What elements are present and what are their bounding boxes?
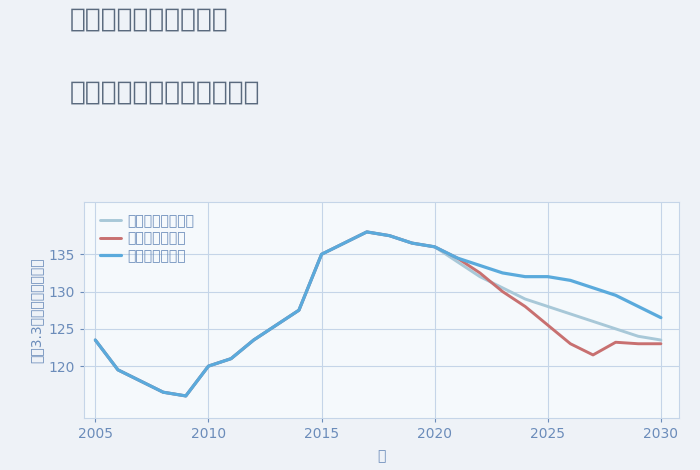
グッドシナリオ xyxy=(363,229,371,235)
バッドシナリオ xyxy=(498,289,507,294)
X-axis label: 年: 年 xyxy=(377,450,386,464)
グッドシナリオ xyxy=(227,356,235,361)
バッドシナリオ xyxy=(453,255,461,261)
グッドシナリオ xyxy=(91,337,99,343)
Line: ノーマルシナリオ: ノーマルシナリオ xyxy=(95,232,661,396)
グッドシナリオ xyxy=(408,240,416,246)
グッドシナリオ xyxy=(430,244,439,250)
バッドシナリオ xyxy=(295,307,303,313)
Y-axis label: 坪（3.3㎡）単価（万円）: 坪（3.3㎡）単価（万円） xyxy=(29,258,43,363)
ノーマルシナリオ xyxy=(430,244,439,250)
バッドシナリオ xyxy=(385,233,393,238)
バッドシナリオ xyxy=(521,304,529,309)
バッドシナリオ xyxy=(249,337,258,343)
ノーマルシナリオ xyxy=(91,337,99,343)
グッドシナリオ xyxy=(589,285,597,290)
グッドシナリオ xyxy=(385,233,393,238)
ノーマルシナリオ xyxy=(295,307,303,313)
グッドシナリオ xyxy=(453,255,461,261)
ノーマルシナリオ xyxy=(363,229,371,235)
ノーマルシナリオ xyxy=(317,251,326,257)
ノーマルシナリオ xyxy=(634,334,643,339)
バッドシナリオ xyxy=(272,322,281,328)
バッドシナリオ xyxy=(113,367,122,373)
ノーマルシナリオ xyxy=(181,393,190,399)
ノーマルシナリオ xyxy=(498,285,507,290)
グッドシナリオ xyxy=(612,292,620,298)
ノーマルシナリオ xyxy=(159,389,167,395)
バッドシナリオ xyxy=(634,341,643,346)
ノーマルシナリオ xyxy=(521,296,529,302)
グッドシナリオ xyxy=(521,274,529,280)
グッドシナリオ xyxy=(340,240,349,246)
グッドシナリオ xyxy=(566,278,575,283)
ノーマルシナリオ xyxy=(340,240,349,246)
ノーマルシナリオ xyxy=(612,326,620,332)
グッドシナリオ xyxy=(113,367,122,373)
Text: 中古マンションの価格推移: 中古マンションの価格推移 xyxy=(70,80,260,106)
グッドシナリオ xyxy=(295,307,303,313)
グッドシナリオ xyxy=(249,337,258,343)
ノーマルシナリオ xyxy=(204,363,213,369)
ノーマルシナリオ xyxy=(227,356,235,361)
バッドシナリオ xyxy=(204,363,213,369)
ノーマルシナリオ xyxy=(113,367,122,373)
バッドシナリオ xyxy=(227,356,235,361)
バッドシナリオ xyxy=(91,337,99,343)
バッドシナリオ xyxy=(657,341,665,346)
グッドシナリオ xyxy=(498,270,507,276)
バッドシナリオ xyxy=(544,322,552,328)
グッドシナリオ xyxy=(159,389,167,395)
ノーマルシナリオ xyxy=(408,240,416,246)
ノーマルシナリオ xyxy=(249,337,258,343)
ノーマルシナリオ xyxy=(453,259,461,265)
Text: 兵庫県西宮市里中町の: 兵庫県西宮市里中町の xyxy=(70,7,229,33)
バッドシナリオ xyxy=(612,339,620,345)
バッドシナリオ xyxy=(408,240,416,246)
ノーマルシナリオ xyxy=(272,322,281,328)
バッドシナリオ xyxy=(317,251,326,257)
バッドシナリオ xyxy=(430,244,439,250)
Line: バッドシナリオ: バッドシナリオ xyxy=(95,232,661,396)
バッドシナリオ xyxy=(589,352,597,358)
バッドシナリオ xyxy=(363,229,371,235)
グッドシナリオ xyxy=(136,378,145,384)
ノーマルシナリオ xyxy=(657,337,665,343)
ノーマルシナリオ xyxy=(385,233,393,238)
Line: グッドシナリオ: グッドシナリオ xyxy=(95,232,661,396)
グッドシナリオ xyxy=(634,304,643,309)
Legend: ノーマルシナリオ, バッドシナリオ, グッドシナリオ: ノーマルシナリオ, バッドシナリオ, グッドシナリオ xyxy=(97,211,197,266)
グッドシナリオ xyxy=(317,251,326,257)
バッドシナリオ xyxy=(476,270,484,276)
ノーマルシナリオ xyxy=(476,274,484,280)
ノーマルシナリオ xyxy=(566,311,575,317)
バッドシナリオ xyxy=(181,393,190,399)
グッドシナリオ xyxy=(181,393,190,399)
バッドシナリオ xyxy=(340,240,349,246)
ノーマルシナリオ xyxy=(589,319,597,324)
バッドシナリオ xyxy=(136,378,145,384)
グッドシナリオ xyxy=(204,363,213,369)
バッドシナリオ xyxy=(159,389,167,395)
バッドシナリオ xyxy=(566,341,575,346)
グッドシナリオ xyxy=(476,263,484,268)
グッドシナリオ xyxy=(272,322,281,328)
ノーマルシナリオ xyxy=(544,304,552,309)
グッドシナリオ xyxy=(657,315,665,321)
ノーマルシナリオ xyxy=(136,378,145,384)
グッドシナリオ xyxy=(544,274,552,280)
